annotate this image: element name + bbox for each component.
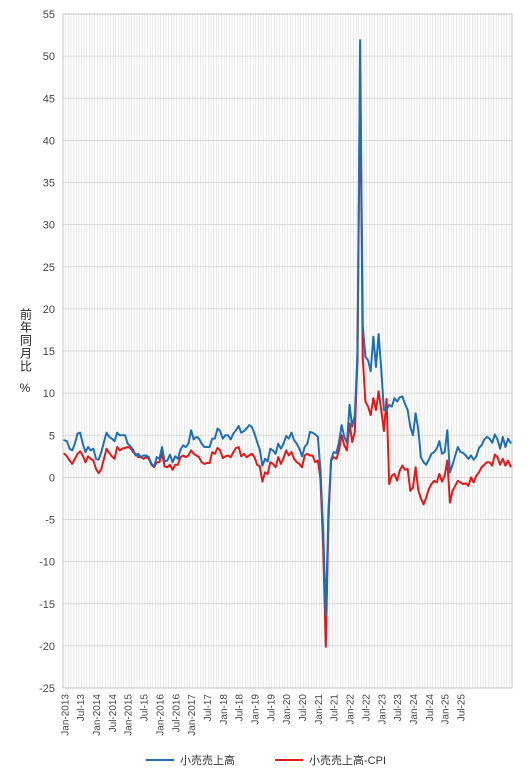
- x-tick-label: Jan-24: [409, 694, 420, 725]
- x-tick-label: Jan-2016: [155, 694, 166, 736]
- y-tick-label: -20: [39, 641, 55, 653]
- legend-item-retail-sales-cpi: 小売売上高-CPI: [275, 752, 386, 768]
- plot-area-border: [62, 13, 513, 689]
- y-tick-label: 20: [43, 304, 55, 316]
- legend-label: 小売売上高-CPI: [309, 755, 386, 767]
- y-tick-label: 35: [43, 178, 55, 190]
- x-tick-label: Jan-2015: [124, 694, 135, 736]
- x-tick-label: Jan-19: [250, 694, 261, 725]
- x-tick-label: Jul-25: [456, 694, 467, 722]
- x-tick-label: Jul-15: [140, 694, 151, 722]
- x-tick-label: Jul-20: [298, 694, 309, 722]
- y-tick-label: 40: [43, 135, 55, 147]
- x-tick-label: Jul-21: [330, 694, 341, 722]
- series-line-retail-sales-cpi: [63, 71, 512, 648]
- x-tick-label: Jul-22: [361, 694, 372, 722]
- y-tick-label: 5: [49, 430, 55, 442]
- x-tick-label: Jan-25: [441, 694, 452, 725]
- legend-swatch-blue: [146, 759, 174, 761]
- y-tick-label: 55: [43, 9, 55, 21]
- x-tick-label: Jan-18: [219, 694, 230, 725]
- legend-swatch-red: [275, 759, 303, 761]
- x-tick-label: Jul-19: [266, 694, 277, 722]
- y-tick-label: 50: [43, 51, 55, 63]
- y-axis-title: 前年同月比 %: [14, 308, 36, 395]
- y-tick-label: -5: [45, 515, 55, 527]
- x-tick-label: Jan-2017: [187, 694, 198, 736]
- x-tick-label: Jan-20: [282, 694, 293, 725]
- legend-label: 小売売上高: [180, 755, 235, 767]
- x-tick-label: Jul-2016: [171, 694, 182, 733]
- legend: 小売売上高 小売売上高-CPI: [0, 752, 532, 768]
- y-axis-unit: %: [19, 381, 31, 395]
- x-tick-label: Jul-13: [76, 694, 87, 722]
- x-tick-label: Jul-24: [425, 694, 436, 722]
- x-tick-label: Jan-22: [346, 694, 357, 725]
- y-tick-label: -15: [39, 599, 55, 611]
- x-tick-label: Jan-21: [314, 694, 325, 725]
- x-tick-label: Jul-2014: [108, 694, 119, 733]
- x-tick-label: Jan-2013: [60, 694, 71, 736]
- x-tick-label: Jan-23: [377, 694, 388, 725]
- y-tick-label: 45: [43, 93, 55, 105]
- y-tick-label: 25: [43, 262, 55, 274]
- x-tick-label: Jul-18: [235, 694, 246, 722]
- y-tick-label: -10: [39, 557, 55, 569]
- legend-item-retail-sales: 小売売上高: [146, 752, 235, 768]
- y-tick-label: 30: [43, 220, 55, 232]
- y-axis-label: 前年同月比: [18, 308, 33, 373]
- y-tick-label: 0: [49, 472, 55, 484]
- y-tick-label: -25: [39, 683, 55, 695]
- x-tick-label: Jul-23: [393, 694, 404, 722]
- y-tick-label: 10: [43, 388, 55, 400]
- x-tick-label: Jan-2014: [92, 694, 103, 736]
- series-line-retail-sales: [63, 39, 512, 617]
- y-tick-label: 15: [43, 346, 55, 358]
- x-tick-label: Jul-17: [203, 694, 214, 722]
